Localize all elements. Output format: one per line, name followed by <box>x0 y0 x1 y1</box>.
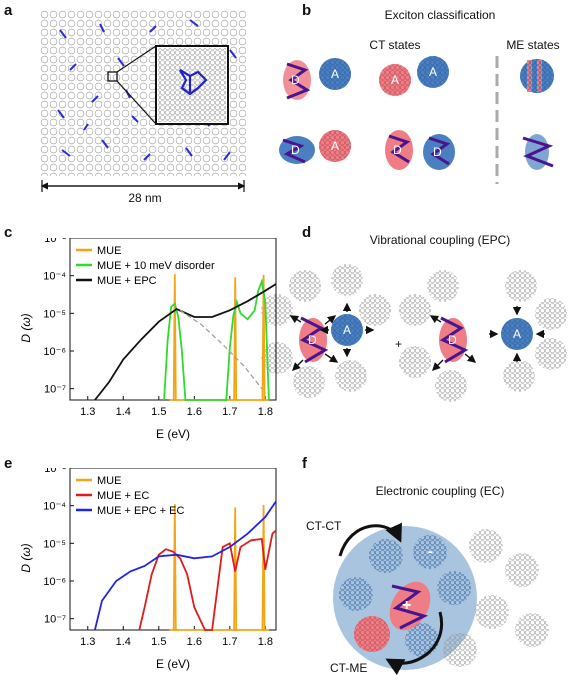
x-tick-label: 1.5 <box>151 406 166 418</box>
me-state-2 <box>522 134 554 170</box>
panel-letter-d: d <box>302 224 312 241</box>
panel-b-title: Exciton classification <box>384 8 496 22</box>
x-tick-label: 1.3 <box>80 406 95 418</box>
ct-states-label: CT states <box>369 38 421 52</box>
epc-cluster-right <box>399 270 567 402</box>
acceptor-label-1: A <box>331 67 339 81</box>
series-line-mue-ec <box>138 529 277 631</box>
y-tick-label: 10⁻⁷ <box>44 614 66 626</box>
donor-label-4: D <box>433 145 442 159</box>
x-tick-label: 1.7 <box>222 406 237 418</box>
panel-letter-b: b <box>302 2 312 19</box>
donor-label-d2: D <box>448 333 457 347</box>
donor-label-2: D <box>291 143 300 157</box>
negative-charge: - <box>428 543 433 559</box>
ct-me-arrow <box>385 611 444 676</box>
acceptor-label-d1: A <box>343 323 351 337</box>
donor-label-3: D <box>393 143 402 157</box>
x-tick-label: 1.6 <box>187 636 202 648</box>
panel-letter-e: e <box>4 455 13 472</box>
series-line-mue-epc <box>94 283 277 401</box>
panel-letter-c: c <box>4 224 13 241</box>
chart-c-xlabel: E (eV) <box>156 427 190 441</box>
y-tick-label: 10⁻⁶ <box>43 346 66 358</box>
ct-pair-3 <box>279 130 351 164</box>
legend-label: MUE + EPC <box>97 275 157 287</box>
y-tick-label: 10⁻³ <box>44 238 66 245</box>
series-line-mue <box>169 274 269 401</box>
epc-cluster-left <box>261 264 391 398</box>
y-tick-label: 10⁻⁷ <box>44 384 66 396</box>
donor-label-1: D <box>291 73 300 87</box>
ct-ct-label: CT-CT <box>306 519 342 533</box>
acceptor-label-d2: A <box>513 327 521 341</box>
me-state-1 <box>520 59 554 93</box>
positive-charge: + <box>402 597 411 614</box>
ct-ct-arrow <box>338 522 402 557</box>
electronic-coupling-diagram: - + CT-CT CT-ME <box>306 519 549 676</box>
donor-label-d1: D <box>308 333 317 347</box>
acceptor-label-2: A <box>391 73 399 87</box>
ct-pair-2 <box>379 56 449 96</box>
series-line-fit-dashed <box>179 309 263 390</box>
inset-donor-molecule <box>179 69 208 96</box>
y-tick-label: 10⁻⁵ <box>43 308 66 320</box>
x-tick-label: 1.4 <box>116 406 131 418</box>
panel-d-title: Vibrational coupling (EPC) <box>369 233 511 247</box>
ct-pair-4 <box>385 130 455 170</box>
panel-letter-a: a <box>4 2 13 19</box>
legend-label: MUE <box>97 245 121 257</box>
ct-me-label: CT-ME <box>330 661 367 675</box>
legend-label: MUE <box>97 475 121 487</box>
plus-sign: + <box>395 337 402 351</box>
morphology-illustration <box>40 10 246 192</box>
scale-label: 28 nm <box>128 191 162 205</box>
y-tick-label: 10⁻⁴ <box>43 271 66 283</box>
legend-label: MUE + EPC + EC <box>97 505 184 517</box>
legend-label: MUE + EC <box>97 490 149 502</box>
y-tick-label: 10⁻⁶ <box>43 576 66 588</box>
fullerene-neighbors <box>339 529 549 667</box>
series-line-mue-epc-ec <box>94 500 277 631</box>
vibrational-coupling-diagram: D A D A + <box>261 264 567 402</box>
chart-c-ylabel: D (ω) <box>19 313 33 342</box>
y-tick-label: 10⁻³ <box>44 468 66 475</box>
chart-e-xlabel: E (eV) <box>156 657 190 671</box>
x-tick-label: 1.8 <box>258 636 273 648</box>
y-tick-label: 10⁻⁵ <box>43 538 66 550</box>
x-tick-label: 1.3 <box>80 636 95 648</box>
y-tick-label: 10⁻⁴ <box>43 501 66 513</box>
exciton-classification-diagram: D A A A D A D D <box>279 56 554 184</box>
chart-e-ylabel: D (ω) <box>19 543 33 572</box>
chart-e: 10⁻³10⁻⁴10⁻⁵10⁻⁶10⁻⁷ 1.3 1.4 1.5 1.6 1.7 1.8 … <box>19 468 277 671</box>
panel-f-title: Electronic coupling (EC) <box>375 484 505 498</box>
x-tick-label: 1.6 <box>187 406 202 418</box>
acceptor-label-4: A <box>331 139 339 153</box>
series-line-mue-10-mev-disorder <box>163 278 270 401</box>
ct-pair-1 <box>283 58 351 100</box>
x-tick-label: 1.4 <box>116 636 131 648</box>
panel-letter-f: f <box>302 455 307 472</box>
chart-c: 10⁻³10⁻⁴10⁻⁵10⁻⁶10⁻⁷ 1.3 1.4 1.5 1.6 1.7 1.8 … <box>19 238 277 441</box>
legend-label: MUE + 10 meV disorder <box>97 260 215 272</box>
x-tick-label: 1.5 <box>151 636 166 648</box>
x-tick-label: 1.8 <box>258 406 273 418</box>
acceptor-label-3: A <box>429 65 437 79</box>
zoom-region-box <box>107 71 118 82</box>
me-states-label: ME states <box>506 38 560 52</box>
x-tick-label: 1.7 <box>222 636 237 648</box>
